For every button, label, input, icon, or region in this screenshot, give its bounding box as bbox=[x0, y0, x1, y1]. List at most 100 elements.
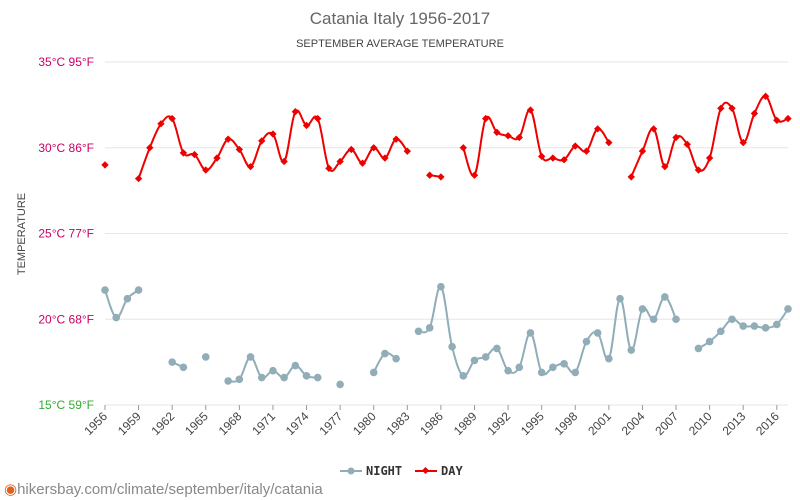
data-point-day[interactable] bbox=[459, 144, 467, 152]
data-point-day[interactable] bbox=[291, 108, 300, 116]
data-point-day[interactable] bbox=[728, 104, 736, 112]
legend-item-night[interactable]: NIGHT bbox=[340, 464, 402, 478]
data-point-day[interactable] bbox=[482, 114, 490, 123]
data-point-day[interactable] bbox=[784, 114, 792, 123]
data-point-night[interactable] bbox=[269, 366, 277, 375]
data-point-day[interactable] bbox=[560, 156, 568, 164]
data-point-night[interactable] bbox=[235, 375, 244, 384]
data-point-day[interactable] bbox=[224, 135, 232, 143]
data-point-night[interactable] bbox=[179, 363, 188, 372]
data-point-day[interactable] bbox=[146, 144, 154, 152]
data-point-night[interactable] bbox=[717, 327, 725, 336]
data-point-night[interactable] bbox=[750, 322, 759, 330]
data-point-night[interactable] bbox=[437, 282, 445, 291]
data-point-day[interactable] bbox=[493, 128, 501, 136]
data-point-night[interactable] bbox=[537, 368, 546, 377]
data-point-day[interactable] bbox=[683, 140, 691, 148]
data-point-day[interactable] bbox=[437, 173, 445, 181]
data-point-night[interactable] bbox=[515, 363, 524, 372]
data-point-night[interactable] bbox=[414, 327, 423, 336]
data-point-night[interactable] bbox=[280, 373, 288, 382]
data-point-day[interactable] bbox=[504, 132, 512, 140]
data-point-day[interactable] bbox=[168, 114, 176, 123]
data-point-day[interactable] bbox=[302, 121, 311, 130]
data-point-day[interactable] bbox=[325, 164, 333, 173]
data-point-night[interactable] bbox=[112, 313, 120, 322]
data-point-day[interactable] bbox=[627, 173, 635, 181]
data-point-night[interactable] bbox=[493, 344, 501, 353]
data-point-night[interactable] bbox=[448, 342, 456, 351]
data-point-day[interactable] bbox=[705, 154, 714, 162]
data-point-night[interactable] bbox=[605, 354, 613, 363]
data-point-night[interactable] bbox=[705, 337, 714, 346]
data-point-night[interactable] bbox=[638, 305, 647, 313]
data-point-night[interactable] bbox=[336, 380, 344, 389]
data-point-day[interactable] bbox=[280, 157, 288, 166]
data-point-day[interactable] bbox=[101, 161, 109, 169]
data-point-night[interactable] bbox=[773, 320, 781, 329]
data-point-night[interactable] bbox=[381, 349, 389, 358]
data-point-night[interactable] bbox=[549, 363, 557, 372]
data-point-day[interactable] bbox=[314, 114, 322, 123]
data-point-night[interactable] bbox=[739, 322, 748, 330]
data-point-night[interactable] bbox=[526, 329, 535, 337]
data-point-day[interactable] bbox=[661, 162, 669, 171]
source-footer[interactable]: ◉hikersbay.com/climate/september/italy/c… bbox=[4, 480, 323, 498]
data-point-day[interactable] bbox=[638, 147, 647, 155]
legend-item-day[interactable]: DAY bbox=[415, 464, 463, 478]
data-point-day[interactable] bbox=[672, 133, 680, 142]
data-point-day[interactable] bbox=[392, 135, 400, 143]
data-point-night[interactable] bbox=[123, 294, 132, 303]
data-point-night[interactable] bbox=[784, 305, 792, 313]
data-point-day[interactable] bbox=[649, 125, 658, 133]
data-point-day[interactable] bbox=[470, 171, 479, 179]
data-point-night[interactable] bbox=[593, 329, 602, 337]
data-point-night[interactable] bbox=[571, 368, 580, 377]
data-point-night[interactable] bbox=[481, 353, 490, 361]
legend[interactable]: NIGHT DAY bbox=[340, 464, 463, 478]
data-point-night[interactable] bbox=[560, 360, 568, 368]
data-point-night[interactable] bbox=[425, 324, 434, 332]
data-point-night[interactable] bbox=[369, 368, 378, 377]
data-point-night[interactable] bbox=[616, 294, 624, 303]
data-point-day[interactable] bbox=[549, 154, 557, 162]
source-url[interactable]: hikersbay.com/climate/september/italy/ca… bbox=[17, 481, 323, 498]
data-point-night[interactable] bbox=[291, 361, 300, 370]
data-point-night[interactable] bbox=[672, 315, 680, 324]
data-point-day[interactable] bbox=[213, 154, 221, 162]
data-point-night[interactable] bbox=[661, 293, 669, 301]
data-point-day[interactable] bbox=[426, 171, 434, 179]
data-point-day[interactable] bbox=[190, 150, 199, 159]
data-point-day[interactable] bbox=[571, 142, 579, 150]
data-point-day[interactable] bbox=[258, 137, 266, 145]
data-point-day[interactable] bbox=[593, 125, 602, 133]
data-point-night[interactable] bbox=[582, 337, 591, 346]
data-point-night[interactable] bbox=[761, 324, 770, 332]
data-point-night[interactable] bbox=[728, 315, 736, 324]
data-point-night[interactable] bbox=[470, 356, 479, 365]
data-point-night[interactable] bbox=[694, 344, 703, 353]
data-point-night[interactable] bbox=[504, 366, 512, 375]
data-point-day[interactable] bbox=[605, 138, 613, 147]
data-point-night[interactable] bbox=[168, 358, 176, 366]
data-point-night[interactable] bbox=[392, 354, 400, 363]
data-point-day[interactable] bbox=[750, 109, 759, 118]
data-point-day[interactable] bbox=[269, 130, 277, 138]
data-point-night[interactable] bbox=[201, 353, 210, 361]
data-point-night[interactable] bbox=[134, 286, 143, 294]
data-point-day[interactable] bbox=[370, 144, 378, 152]
data-point-night[interactable] bbox=[459, 372, 468, 380]
data-point-day[interactable] bbox=[717, 104, 725, 112]
data-point-day[interactable] bbox=[739, 138, 747, 147]
data-point-day[interactable] bbox=[582, 147, 591, 155]
data-point-night[interactable] bbox=[627, 346, 636, 354]
data-point-night[interactable] bbox=[649, 315, 658, 324]
data-point-night[interactable] bbox=[313, 373, 322, 382]
data-point-night[interactable] bbox=[224, 377, 232, 385]
data-point-day[interactable] bbox=[157, 120, 165, 128]
data-point-night[interactable] bbox=[246, 353, 255, 361]
data-point-night[interactable] bbox=[257, 373, 266, 382]
data-point-night[interactable] bbox=[101, 286, 109, 294]
data-point-day[interactable] bbox=[134, 174, 143, 183]
data-point-day[interactable] bbox=[515, 133, 523, 142]
